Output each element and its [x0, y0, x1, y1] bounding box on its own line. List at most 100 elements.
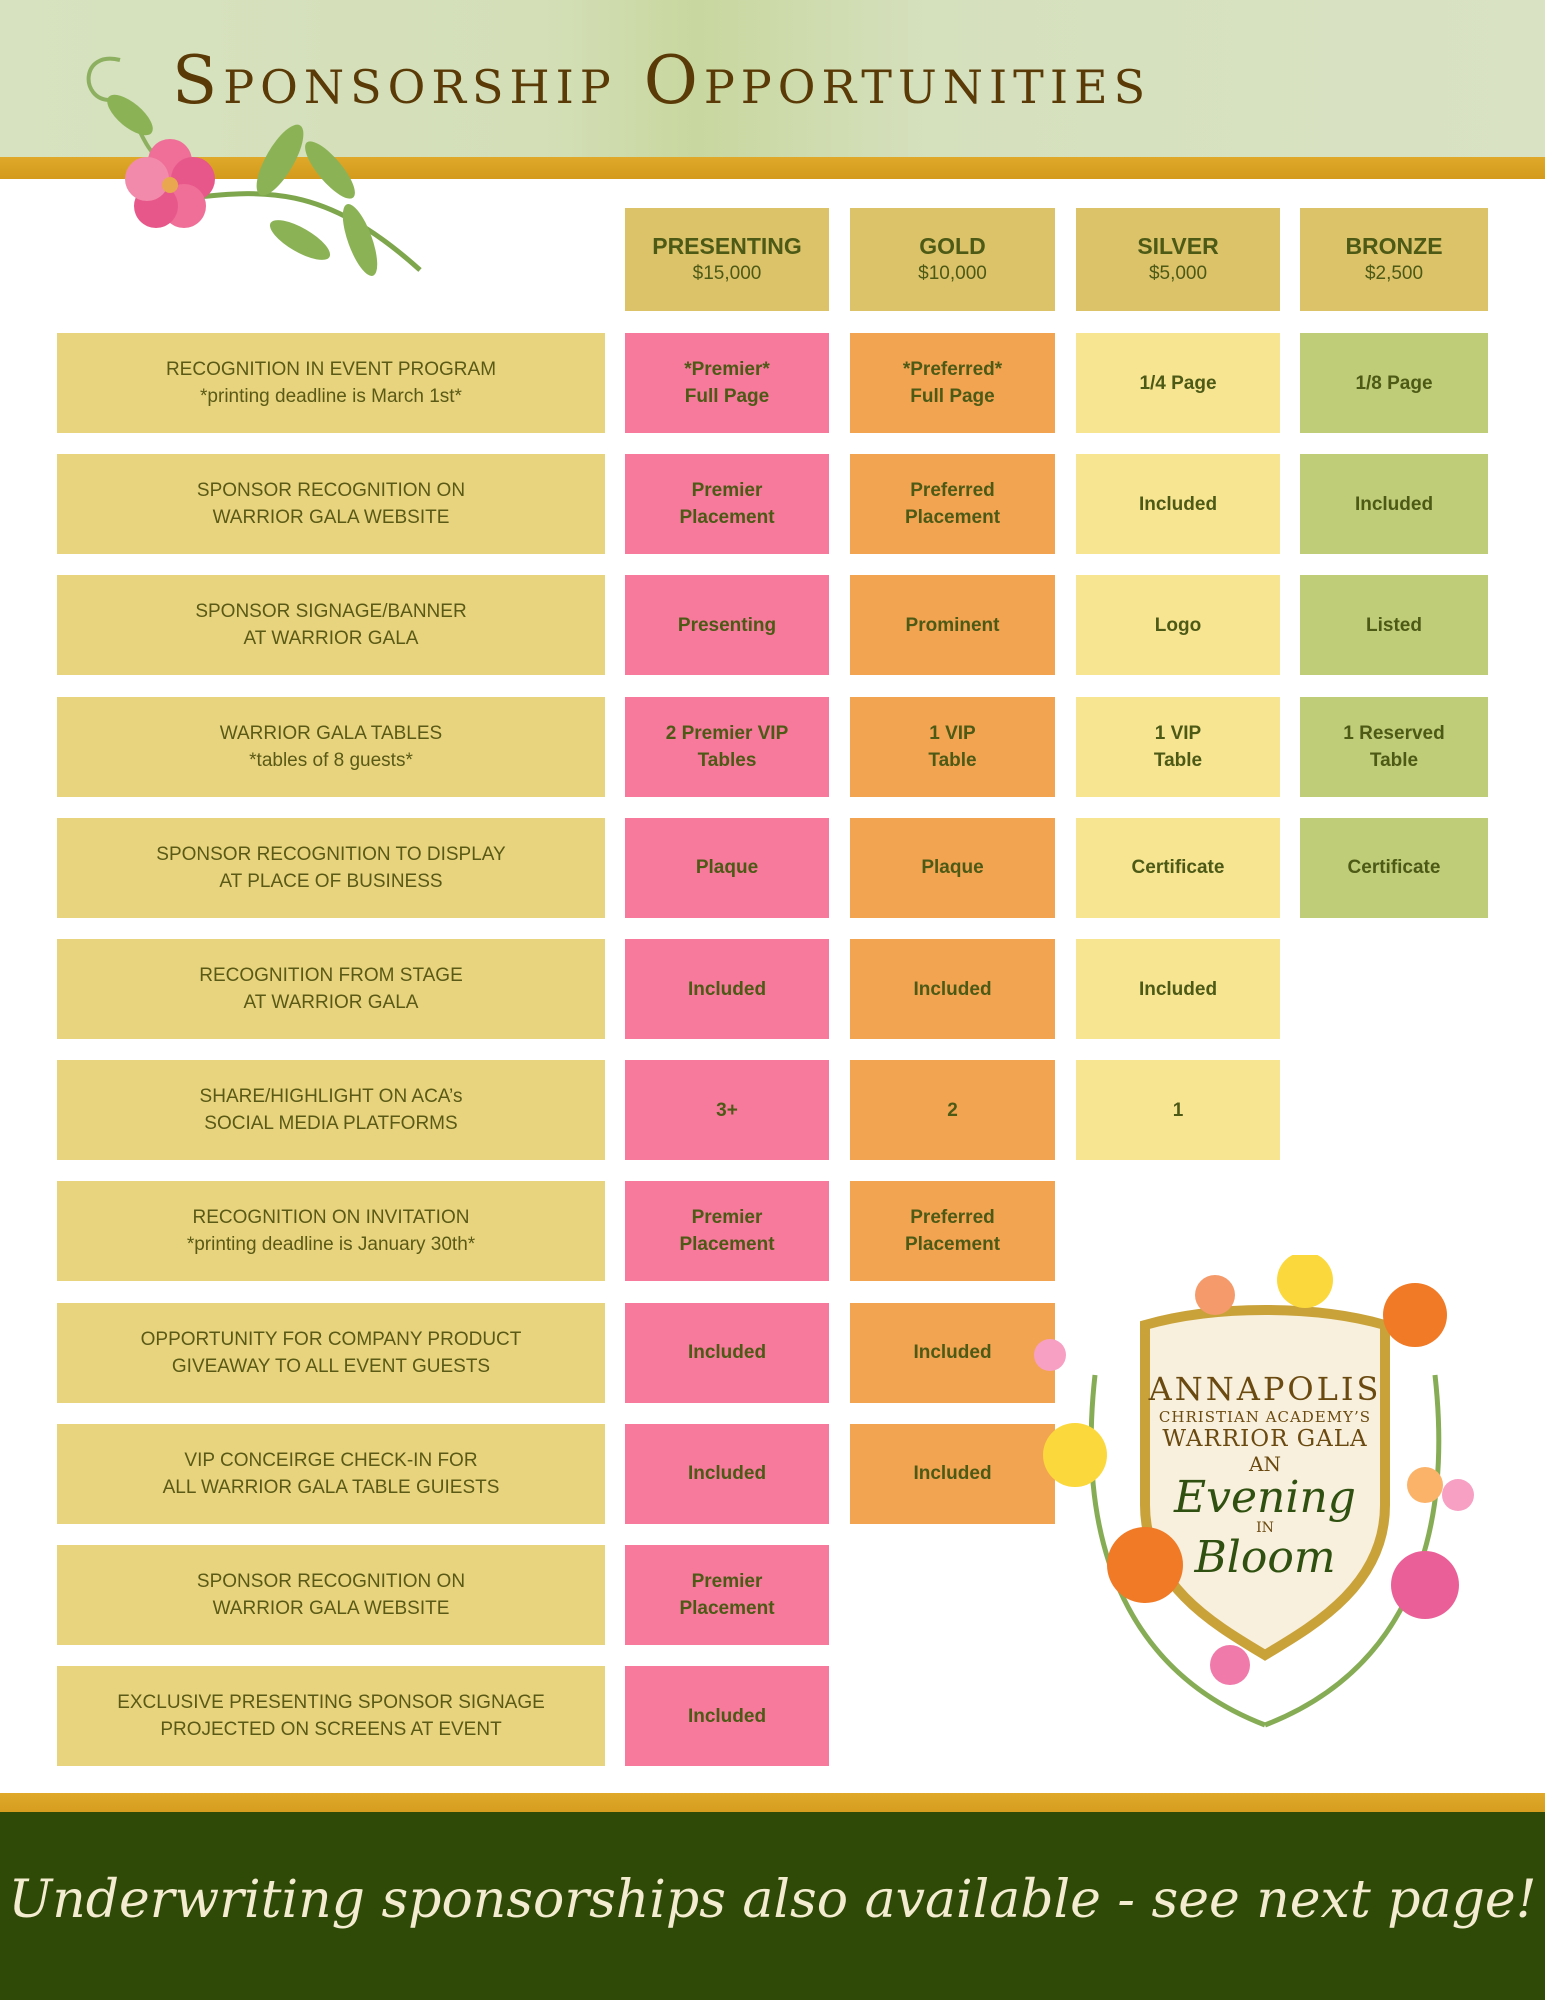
benefit-label-line: *printing deadline is January 30th* [186, 1234, 476, 1256]
benefit-value-line: 2 [947, 1099, 958, 1121]
emblem-line: AN [1249, 1452, 1281, 1476]
footer-band [0, 1812, 1545, 2000]
benefit-label: VIP CONCEIRGE CHECK-IN FOR ALL WARRIOR GA… [57, 1423, 605, 1524]
benefit-value-line: 1/8 Page [1355, 372, 1433, 394]
benefit-label-line: OPPORTUNITY FOR COMPANY PRODUCT [140, 1328, 522, 1350]
benefit-value-line: Included [1354, 493, 1434, 515]
benefit-value-presenting: 2 Premier VIP Tables [625, 696, 829, 797]
benefit-value-gold: Preferred Placement [850, 454, 1055, 555]
benefit-value-bronze: 1/8 Page [1300, 333, 1488, 433]
benefit-value-line: Included [687, 1705, 767, 1727]
tier-price: $10,000 [918, 262, 987, 284]
benefit-label: SPONSOR RECOGNITION TO DISPLAY AT PLACE O… [57, 817, 605, 918]
emblem-text: ANNAPOLIS CHRISTIAN ACADEMY’S WARRIOR GA… [1135, 1370, 1395, 1580]
benefit-value-gold: Preferred Placement [850, 1181, 1055, 1282]
benefit-value-line: 1 VIP [1154, 722, 1202, 744]
benefit-label-line: WARRIOR GALA WEBSITE [212, 1598, 450, 1619]
benefit-value-presenting: Included [625, 939, 829, 1039]
benefit-value-silver: Included [1076, 939, 1280, 1039]
benefit-label-line: ALL WARRIOR GALA TABLE GUIESTS [162, 1476, 500, 1498]
tier-header-bronze: BRONZE $2,500 [1300, 208, 1488, 311]
benefit-label-line: RECOGNITION IN EVENT PROGRAM [165, 359, 497, 380]
benefit-value-presenting: Presenting [625, 575, 829, 676]
gold-divider [0, 157, 1545, 179]
benefit-value-line: Full Page [910, 386, 995, 407]
benefit-label-line: WARRIOR GALA TABLES [219, 722, 443, 744]
tier-price: $15,000 [692, 262, 762, 284]
benefit-label: WARRIOR GALA TABLES *tables of 8 guests* [57, 696, 605, 797]
benefit-label-line: AT WARRIOR GALA [243, 628, 419, 650]
benefit-value-line: Logo [1154, 614, 1202, 636]
benefit-value-line: Premier [691, 480, 763, 502]
benefit-value-line: 1 VIP [929, 722, 976, 744]
benefit-value-presenting: 3+ [625, 1060, 829, 1161]
benefit-value-line: Premier [691, 1207, 763, 1229]
benefit-value-presenting: Premier Placement [625, 454, 829, 555]
benefit-label-line: RECOGNITION FROM STAGE [199, 965, 463, 986]
benefit-value-line: 1 Reserved [1343, 722, 1445, 744]
benefit-value-gold: *Preferred* Full Page [850, 333, 1055, 433]
benefit-label: SPONSOR RECOGNITION ON WARRIOR GALA WEBSI… [57, 454, 605, 555]
benefit-label-line: SPONSOR RECOGNITION TO DISPLAY [156, 843, 506, 865]
emblem-line: Evening [1174, 1472, 1356, 1523]
emblem-line: WARRIOR GALA [1162, 1426, 1368, 1452]
benefit-value-line: Included [687, 978, 767, 1000]
benefit-value-line: Included [913, 978, 992, 1000]
benefit-value-line: Certificate [1131, 857, 1225, 879]
benefit-value-presenting: Included [625, 1666, 829, 1767]
benefit-value-gold: Included [850, 1423, 1055, 1524]
benefit-value-silver: 1 [1076, 1060, 1280, 1161]
benefit-label-line: AT PLACE OF BUSINESS [219, 870, 443, 892]
benefit-label-line: AT WARRIOR GALA [243, 992, 419, 1013]
benefit-value-line: Included [687, 1463, 767, 1485]
benefit-value-line: Placement [904, 1234, 1001, 1256]
benefit-value-line: Table [1153, 749, 1203, 771]
benefit-value-line: Included [687, 1342, 767, 1364]
benefit-value-line: Placement [904, 507, 1001, 529]
benefit-value-silver: Logo [1076, 575, 1280, 676]
benefit-value-line: Plaque [695, 857, 759, 879]
benefit-value-presenting: Plaque [625, 817, 829, 918]
benefit-value-presenting: Premier Placement [625, 1181, 829, 1282]
emblem-line: ANNAPOLIS [1148, 1370, 1382, 1408]
benefit-label-line: SHARE/HIGHLIGHT ON ACA’s [199, 1086, 463, 1108]
benefit-value-bronze: Listed [1300, 575, 1488, 676]
tier-header-gold: GOLD $10,000 [850, 208, 1055, 311]
benefit-label: SPONSOR RECOGNITION ON WARRIOR GALA WEBSI… [57, 1545, 605, 1645]
benefit-value-silver: 1 VIP Table [1076, 696, 1280, 797]
benefit-value-line: Presenting [677, 614, 777, 636]
emblem-line: CHRISTIAN ACADEMY’S [1158, 1408, 1372, 1426]
page-title: Sponsorship Opportunities [172, 42, 1152, 119]
flower-branch-icon [86, 56, 422, 276]
benefit-value-line: Placement [679, 1598, 775, 1619]
benefit-value-line: Preferred [910, 480, 995, 502]
benefit-value-line: 1 [1172, 1099, 1184, 1121]
benefit-label: RECOGNITION IN EVENT PROGRAM *printing de… [57, 333, 605, 433]
benefit-value-line: Table [1369, 749, 1419, 771]
benefit-value-line: Included [1138, 978, 1218, 1000]
benefit-label-line: *printing deadline is March 1st* [200, 386, 462, 407]
benefit-value-line: Premier [691, 1571, 763, 1592]
emblem-line: Bloom [1194, 1532, 1336, 1583]
benefit-label-line: PROJECTED ON SCREENS AT EVENT [160, 1719, 502, 1741]
benefit-value-silver: 1/4 Page [1076, 333, 1280, 433]
benefit-label-line: VIP CONCEIRGE CHECK-IN FOR [184, 1449, 478, 1471]
benefit-value-line: 2 Premier VIP [665, 722, 789, 744]
benefit-value-line: Full Page [684, 386, 770, 407]
benefit-value-presenting: Included [625, 1423, 829, 1524]
benefit-label-line: SPONSOR SIGNAGE/BANNER [195, 601, 467, 623]
tier-header-silver: SILVER $5,000 [1076, 208, 1280, 311]
benefit-label: RECOGNITION ON INVITATION *printing deadl… [57, 1181, 605, 1282]
benefit-label-line: WARRIOR GALA WEBSITE [212, 507, 450, 529]
tier-name: SILVER [1137, 232, 1219, 259]
benefit-value-gold: Prominent [850, 575, 1055, 676]
benefit-label-line: GIVEAWAY TO ALL EVENT GUESTS [171, 1355, 491, 1377]
benefit-label: SHARE/HIGHLIGHT ON ACA’s SOCIAL MEDIA PLA… [57, 1060, 605, 1161]
benefit-value-line: Placement [679, 507, 775, 529]
benefit-value-gold: Included [850, 1302, 1055, 1403]
benefit-value-gold: Plaque [850, 817, 1055, 918]
benefit-value-silver: Included [1076, 454, 1280, 555]
event-emblem [1015, 1252, 1515, 1735]
benefit-value-gold: Included [850, 939, 1055, 1039]
benefit-value-line: Plaque [921, 857, 984, 879]
